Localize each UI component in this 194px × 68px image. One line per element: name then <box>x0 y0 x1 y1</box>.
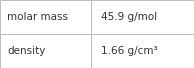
Text: 1.66 g/cm³: 1.66 g/cm³ <box>101 46 158 56</box>
Text: density: density <box>7 46 46 56</box>
Text: molar mass: molar mass <box>7 12 68 22</box>
Text: 45.9 g/mol: 45.9 g/mol <box>101 12 158 22</box>
